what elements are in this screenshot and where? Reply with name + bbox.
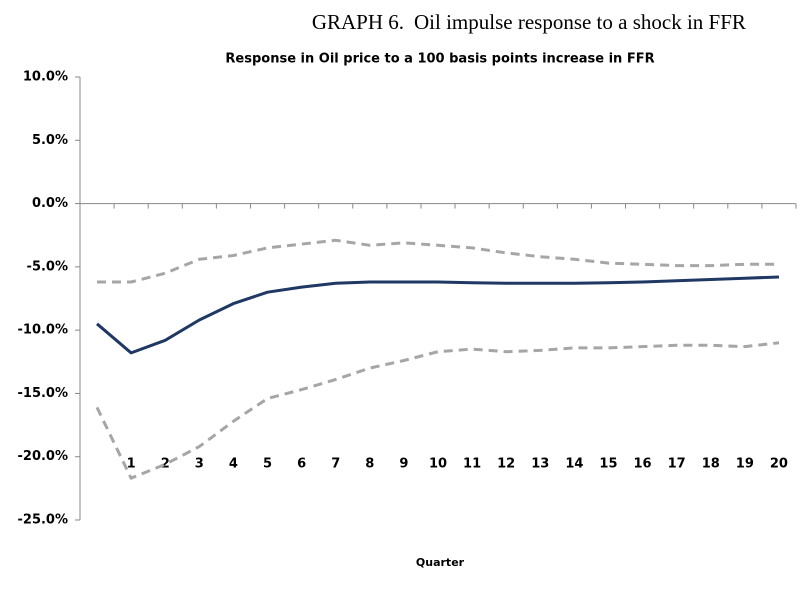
x-tick-label: 13: [531, 457, 549, 472]
chart-caption: Oil impulse response to a shock in FFR: [414, 10, 746, 34]
chart-title: Response in Oil price to a 100 basis poi…: [225, 52, 654, 67]
y-tick-label: -15.0%: [18, 386, 69, 401]
x-tick-label: 7: [331, 457, 340, 472]
y-tick-label: 5.0%: [32, 133, 68, 148]
series-line: [96, 275, 780, 355]
x-tick-label: 16: [634, 457, 652, 472]
x-tick-label: 8: [365, 457, 374, 472]
series-line: [95, 341, 780, 480]
x-tick-label: 2: [161, 457, 170, 472]
x-tick-label: 20: [770, 457, 788, 472]
y-tick-label: -5.0%: [27, 259, 68, 274]
x-tick-label: 14: [565, 457, 583, 472]
chart-label: GRAPH 6.: [312, 10, 404, 34]
x-tick-label: 11: [463, 457, 481, 472]
x-tick-label: 17: [668, 457, 686, 472]
x-axis-label: Quarter: [416, 556, 465, 569]
x-tick-label: 5: [263, 457, 272, 472]
y-tick-label: -10.0%: [18, 323, 69, 338]
x-tick-label: 15: [599, 457, 617, 472]
x-tick-label: 18: [702, 457, 720, 472]
x-tick-label: 19: [736, 457, 754, 472]
y-tick-label: 0.0%: [32, 196, 68, 211]
series-line: [97, 238, 779, 284]
x-tick-label: 10: [429, 457, 447, 472]
y-tick-label: -25.0%: [18, 513, 69, 528]
x-tick-label: 3: [195, 457, 204, 472]
y-tick-label: -20.0%: [18, 449, 69, 464]
x-tick-label: 12: [497, 457, 515, 472]
x-tick-label: 1: [127, 457, 136, 472]
y-tick-label: 10.0%: [23, 70, 68, 85]
x-tick-label: 9: [399, 457, 408, 472]
x-tick-label: 6: [297, 457, 306, 472]
x-tick-label: 4: [229, 457, 238, 472]
